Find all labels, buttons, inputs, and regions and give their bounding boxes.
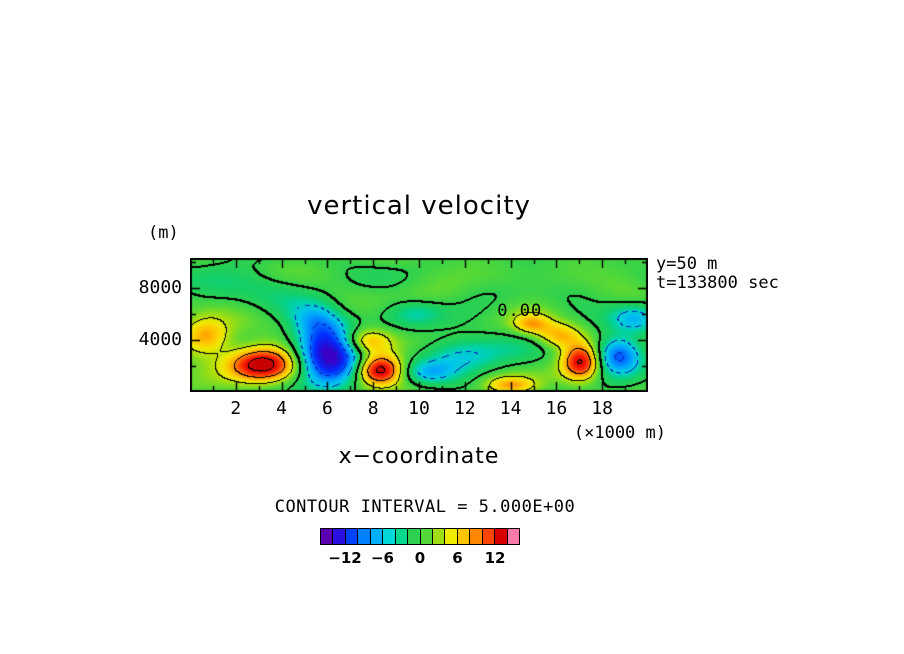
colorbar-segment [395, 529, 409, 544]
x-axis-label: x−coordinate [338, 444, 500, 469]
contour-interval-label: CONTOUR INTERVAL = 5.000E+00 [274, 497, 576, 517]
x-tick-label: 2 [230, 398, 242, 419]
colorbar-segment [470, 529, 483, 544]
x-tick-label: 18 [591, 398, 614, 419]
colorbar-segment [457, 529, 471, 544]
colorbar-segment [321, 529, 334, 544]
colorbar-segment [445, 529, 458, 544]
y-axis-unit-label: (m) [148, 223, 179, 243]
colorbar [320, 528, 520, 545]
x-tick-label: 6 [321, 398, 333, 419]
x-tick-label: 12 [453, 398, 476, 419]
chart-title: vertical velocity [307, 191, 531, 221]
colorbar-segment [495, 529, 508, 544]
time-annotation: t=133800 sec [656, 273, 779, 293]
x-tick-label: 10 [408, 398, 430, 419]
colorbar-segment [507, 529, 519, 544]
colorbar-segment [358, 529, 371, 544]
colorbar-segment [420, 529, 433, 544]
zero-contour-label: 0.00 [497, 301, 543, 322]
slice-annotation: y=50 m [656, 254, 718, 274]
colorbar-segment [333, 529, 346, 544]
y-tick-label: 4000 [138, 328, 182, 350]
colorbar-segment [370, 529, 384, 544]
x-tick-label: 16 [545, 398, 568, 419]
x-tick-label: 4 [276, 398, 288, 419]
colorbar-segment [432, 529, 446, 544]
colorbar-segment [345, 529, 359, 544]
y-tick-label: 8000 [138, 276, 182, 298]
colorbar-tick-label: 0 [414, 549, 426, 567]
x-tick-label: 8 [367, 398, 379, 419]
colorbar-tick-label: 6 [452, 549, 463, 567]
colorbar-segment [482, 529, 496, 544]
x-tick-label: 14 [499, 398, 522, 419]
colorbar-tick-label: −6 [370, 549, 395, 567]
colorbar-tick-label: −12 [328, 549, 362, 567]
x-axis-unit-label: (×1000 m) [573, 423, 666, 443]
colorbar-tick-label: 12 [484, 549, 506, 567]
field-canvas [190, 258, 648, 392]
colorbar-segment [383, 529, 396, 544]
colorbar-segment [408, 529, 421, 544]
